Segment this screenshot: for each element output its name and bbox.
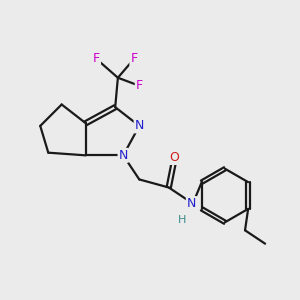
Text: H: H xyxy=(178,214,186,225)
Text: N: N xyxy=(118,149,128,162)
Text: F: F xyxy=(136,79,143,92)
Text: F: F xyxy=(93,52,100,65)
Text: N: N xyxy=(135,119,144,132)
Text: N: N xyxy=(187,197,196,210)
Text: O: O xyxy=(169,151,179,164)
Text: F: F xyxy=(130,52,137,65)
